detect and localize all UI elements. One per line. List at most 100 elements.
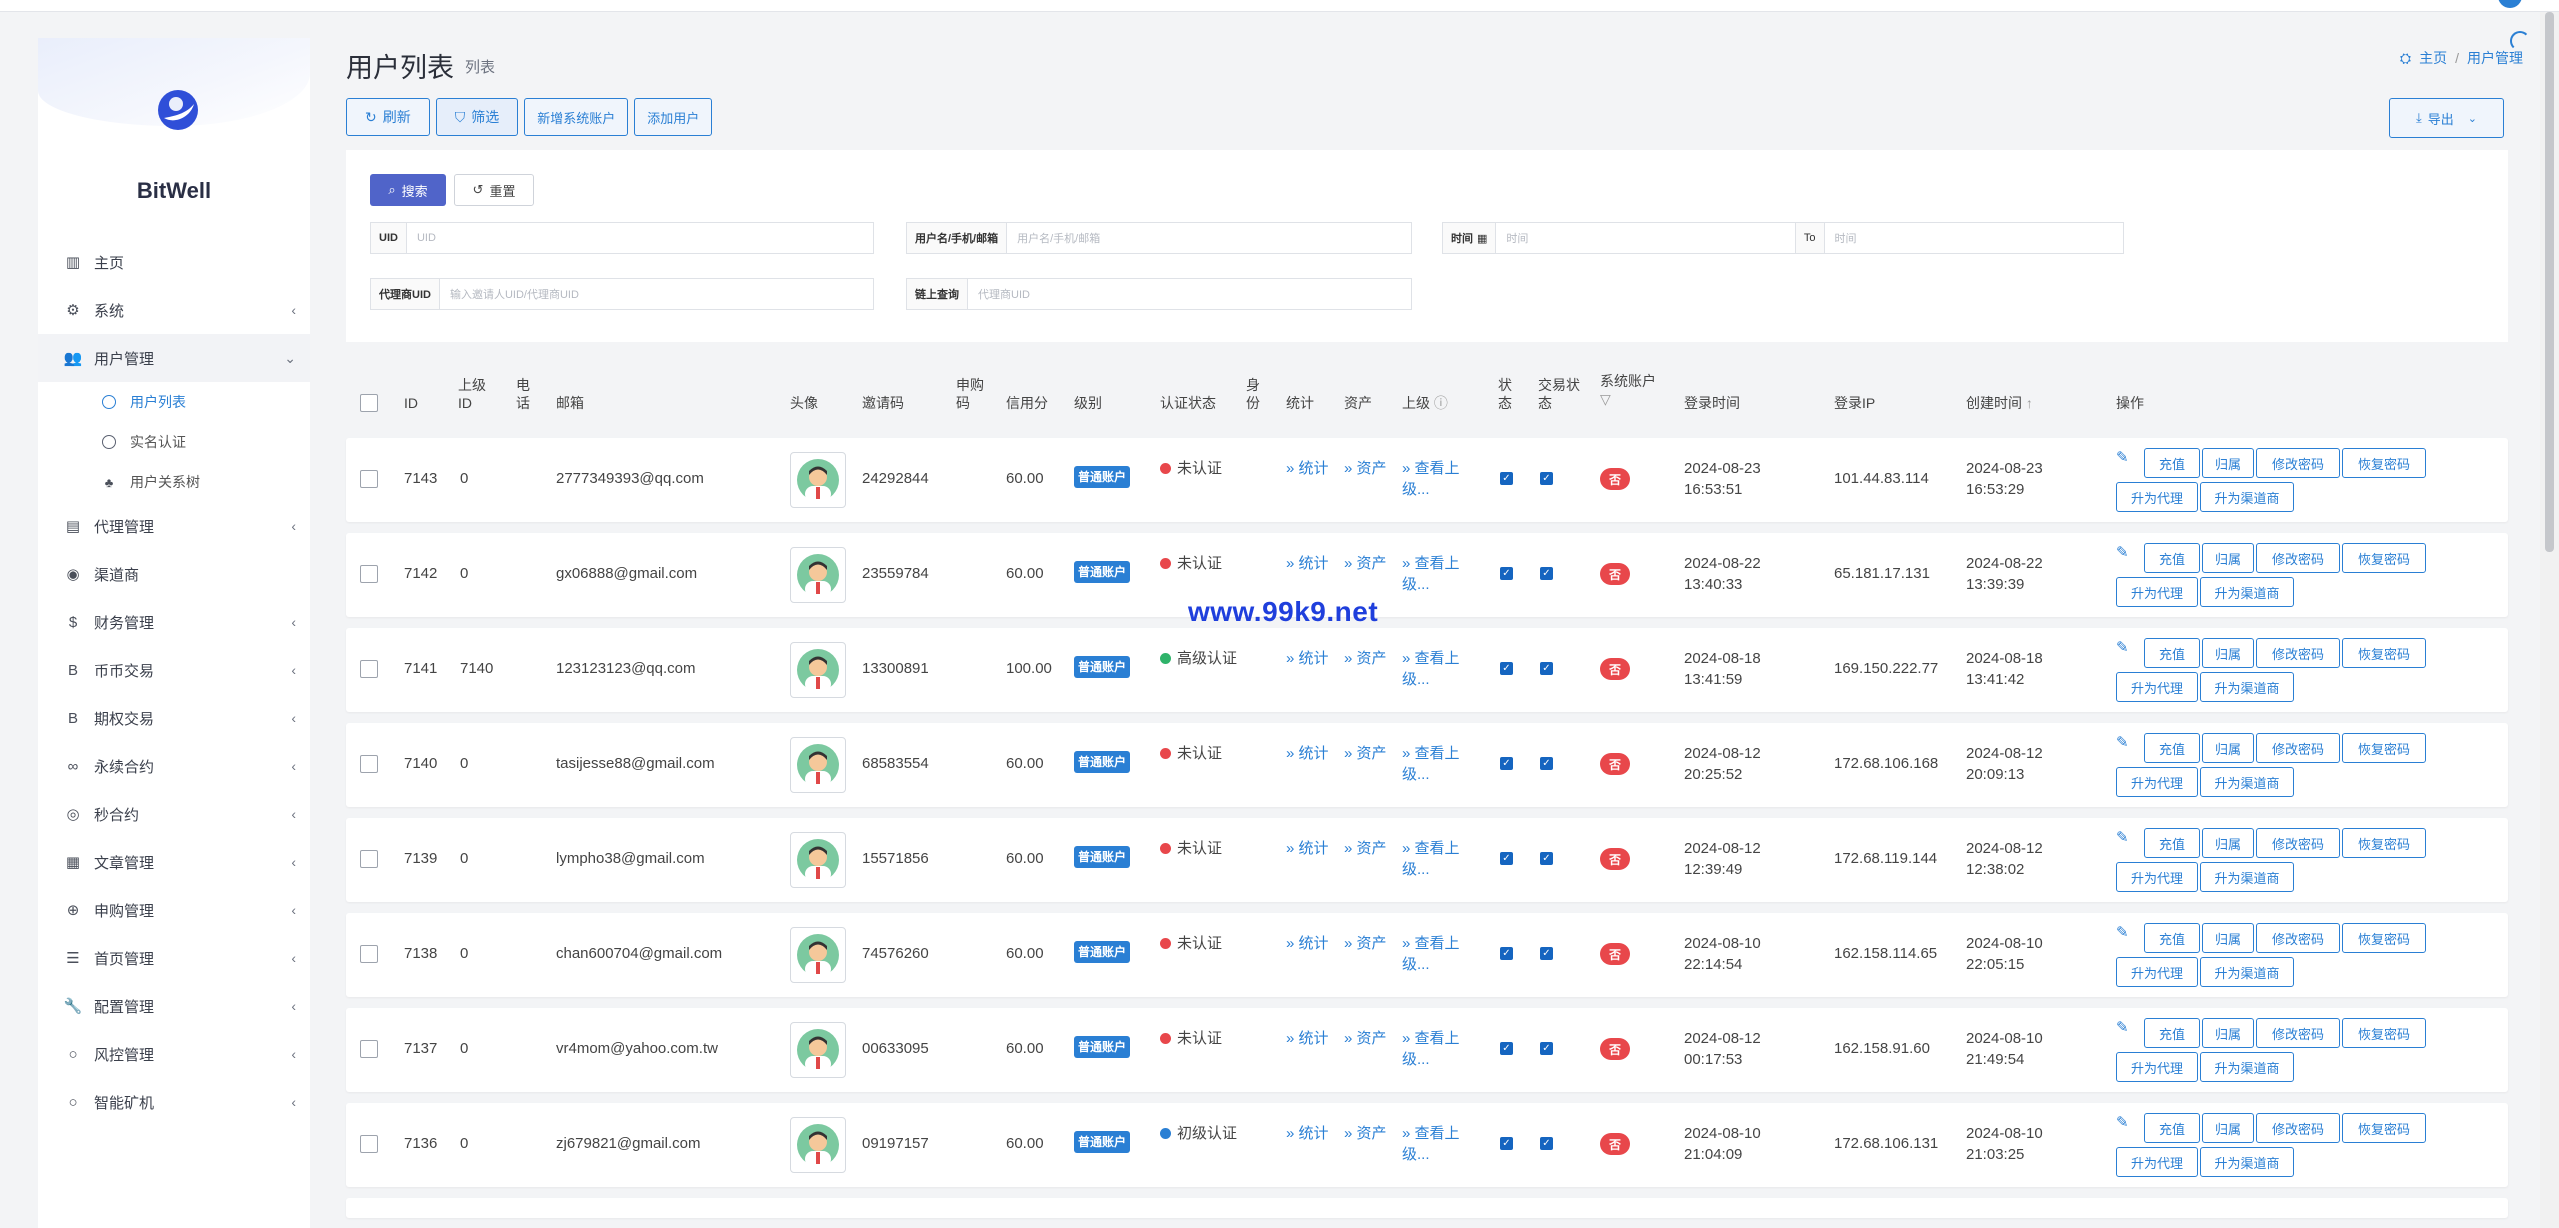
breadcrumb-current[interactable]: 用户管理 [2467, 50, 2523, 66]
assets-link[interactable]: » 资产 [1344, 650, 1387, 667]
edit-icon[interactable]: ✎ [2116, 734, 2129, 751]
state-checkbox[interactable]: ✓ [1500, 757, 1513, 770]
stats-link[interactable]: » 统计 [1286, 1125, 1329, 1142]
change-password-button[interactable]: 修改密码 [2256, 828, 2340, 858]
reset-password-button[interactable]: 恢复密码 [2342, 543, 2426, 573]
change-password-button[interactable]: 修改密码 [2256, 448, 2340, 478]
assets-link[interactable]: » 资产 [1344, 555, 1387, 572]
trade-state-checkbox[interactable]: ✓ [1540, 947, 1553, 960]
edit-icon[interactable]: ✎ [2116, 1114, 2129, 1131]
sidebar-item-0[interactable]: ▥ 主页 [38, 238, 310, 286]
assets-link[interactable]: » 资产 [1344, 840, 1387, 857]
promote-channel-button[interactable]: 升为渠道商 [2200, 767, 2294, 797]
edit-icon[interactable]: ✎ [2116, 829, 2129, 846]
edit-icon[interactable]: ✎ [2116, 639, 2129, 656]
stats-link[interactable]: » 统计 [1286, 935, 1329, 952]
row-checkbox[interactable] [360, 945, 378, 963]
promote-channel-button[interactable]: 升为渠道商 [2200, 577, 2294, 607]
stats-link[interactable]: » 统计 [1286, 840, 1329, 857]
user-avatar[interactable] [2498, 0, 2522, 8]
sort-up-icon[interactable]: ↑ [2025, 395, 2033, 411]
stats-link[interactable]: » 统计 [1286, 460, 1329, 477]
avatar[interactable] [790, 642, 846, 698]
recharge-button[interactable]: 充值 [2144, 1018, 2200, 1048]
stats-link[interactable]: » 统计 [1286, 555, 1329, 572]
filter-funnel-icon[interactable]: ▽ [1600, 391, 1611, 407]
trade-state-checkbox[interactable]: ✓ [1540, 472, 1553, 485]
sidebar-item-12[interactable]: ☰ 首页管理 ‹ [38, 934, 310, 982]
avatar[interactable] [790, 832, 846, 888]
promote-agent-button[interactable]: 升为代理 [2116, 767, 2198, 797]
attribute-button[interactable]: 归属 [2202, 543, 2254, 573]
state-checkbox[interactable]: ✓ [1500, 1137, 1513, 1150]
avatar[interactable] [790, 452, 846, 508]
reset-password-button[interactable]: 恢复密码 [2342, 638, 2426, 668]
assets-link[interactable]: » 资产 [1344, 460, 1387, 477]
table-row[interactable]: 7137 0 vr4mom@yahoo.com.tw 00633095 60.00 普通账… [346, 1008, 2508, 1092]
reset-button[interactable]: ↺ 重置 [454, 174, 534, 206]
avatar[interactable] [790, 1022, 846, 1078]
sidebar-item-5[interactable]: $ 财务管理 ‹ [38, 598, 310, 646]
recharge-button[interactable]: 充值 [2144, 828, 2200, 858]
recharge-button[interactable]: 充值 [2144, 1113, 2200, 1143]
time-end-input[interactable]: 时间 [1834, 233, 1857, 245]
change-password-button[interactable]: 修改密码 [2256, 1018, 2340, 1048]
trade-state-checkbox[interactable]: ✓ [1540, 757, 1553, 770]
assets-link[interactable]: » 资产 [1344, 1125, 1387, 1142]
export-button[interactable]: ⤓ 导出 ⌄ [2389, 98, 2504, 138]
change-password-button[interactable]: 修改密码 [2256, 1113, 2340, 1143]
state-checkbox[interactable]: ✓ [1500, 852, 1513, 865]
assets-link[interactable]: » 资产 [1344, 745, 1387, 762]
promote-agent-button[interactable]: 升为代理 [2116, 672, 2198, 702]
promote-agent-button[interactable]: 升为代理 [2116, 577, 2198, 607]
table-row[interactable]: 7139 0 lympho38@gmail.com 15571856 60.00 普通账户… [346, 818, 2508, 902]
edit-icon[interactable]: ✎ [2116, 544, 2129, 561]
avatar[interactable] [790, 737, 846, 793]
uid-input[interactable]: UID [416, 232, 436, 244]
table-row[interactable]: 7143 0 2777349393@qq.com 24292844 60.00 普通账户 未… [346, 438, 2508, 522]
view-parent-link[interactable]: » 查看上级... [1402, 1125, 1460, 1163]
sidebar-item-2[interactable]: 👥 用户管理 ⌄ [38, 334, 310, 382]
edit-icon[interactable]: ✎ [2116, 449, 2129, 466]
table-row[interactable]: 7136 0 zj679821@gmail.com 09197157 60.00 普通账户… [346, 1103, 2508, 1187]
attribute-button[interactable]: 归属 [2202, 448, 2254, 478]
view-parent-link[interactable]: » 查看上级... [1402, 745, 1460, 783]
row-checkbox[interactable] [360, 1135, 378, 1153]
reset-password-button[interactable]: 恢复密码 [2342, 448, 2426, 478]
view-parent-link[interactable]: » 查看上级... [1402, 840, 1460, 878]
trade-state-checkbox[interactable]: ✓ [1540, 1042, 1553, 1055]
state-checkbox[interactable]: ✓ [1500, 1042, 1513, 1055]
state-checkbox[interactable]: ✓ [1500, 567, 1513, 580]
table-row[interactable]: 7138 0 chan600704@gmail.com 74576260 60.00 普通… [346, 913, 2508, 997]
edit-icon[interactable]: ✎ [2116, 1019, 2129, 1036]
table-row-partial[interactable] [346, 1198, 2508, 1218]
attribute-button[interactable]: 归属 [2202, 638, 2254, 668]
reset-password-button[interactable]: 恢复密码 [2342, 828, 2426, 858]
search-button[interactable]: ⌕ 搜索 [370, 174, 446, 206]
row-checkbox[interactable] [360, 470, 378, 488]
promote-agent-button[interactable]: 升为代理 [2116, 957, 2198, 987]
table-row[interactable]: 7141 7140 123123123@qq.com 13300891 100.00 普通… [346, 628, 2508, 712]
avatar[interactable] [790, 547, 846, 603]
sidebar-item-1[interactable]: ⚙ 系统 ‹ [38, 286, 310, 334]
edit-icon[interactable]: ✎ [2116, 924, 2129, 941]
stats-link[interactable]: » 统计 [1286, 745, 1329, 762]
sidebar-item-3[interactable]: ▤ 代理管理 ‹ [38, 502, 310, 550]
promote-channel-button[interactable]: 升为渠道商 [2200, 862, 2294, 892]
promote-channel-button[interactable]: 升为渠道商 [2200, 957, 2294, 987]
sidebar-item-13[interactable]: 🔧 配置管理 ‹ [38, 982, 310, 1030]
recharge-button[interactable]: 充值 [2144, 543, 2200, 573]
agent-input[interactable]: 输入邀请人UID/代理商UID [449, 289, 579, 301]
col-created[interactable]: 创建时间 ↑ [1966, 395, 2033, 411]
attribute-button[interactable]: 归属 [2202, 1018, 2254, 1048]
change-password-button[interactable]: 修改密码 [2256, 543, 2340, 573]
vertical-scrollbar[interactable] [2540, 12, 2559, 1228]
recharge-button[interactable]: 充值 [2144, 923, 2200, 953]
sidebar-item-11[interactable]: ⊕ 申购管理 ‹ [38, 886, 310, 934]
sidebar-item-15[interactable]: ○ 智能矿机 ‹ [38, 1078, 310, 1126]
promote-agent-button[interactable]: 升为代理 [2116, 862, 2198, 892]
view-parent-link[interactable]: » 查看上级... [1402, 555, 1460, 593]
promote-channel-button[interactable]: 升为渠道商 [2200, 1147, 2294, 1177]
add-user-button[interactable]: 添加用户 [634, 98, 713, 136]
assets-link[interactable]: » 资产 [1344, 935, 1387, 952]
